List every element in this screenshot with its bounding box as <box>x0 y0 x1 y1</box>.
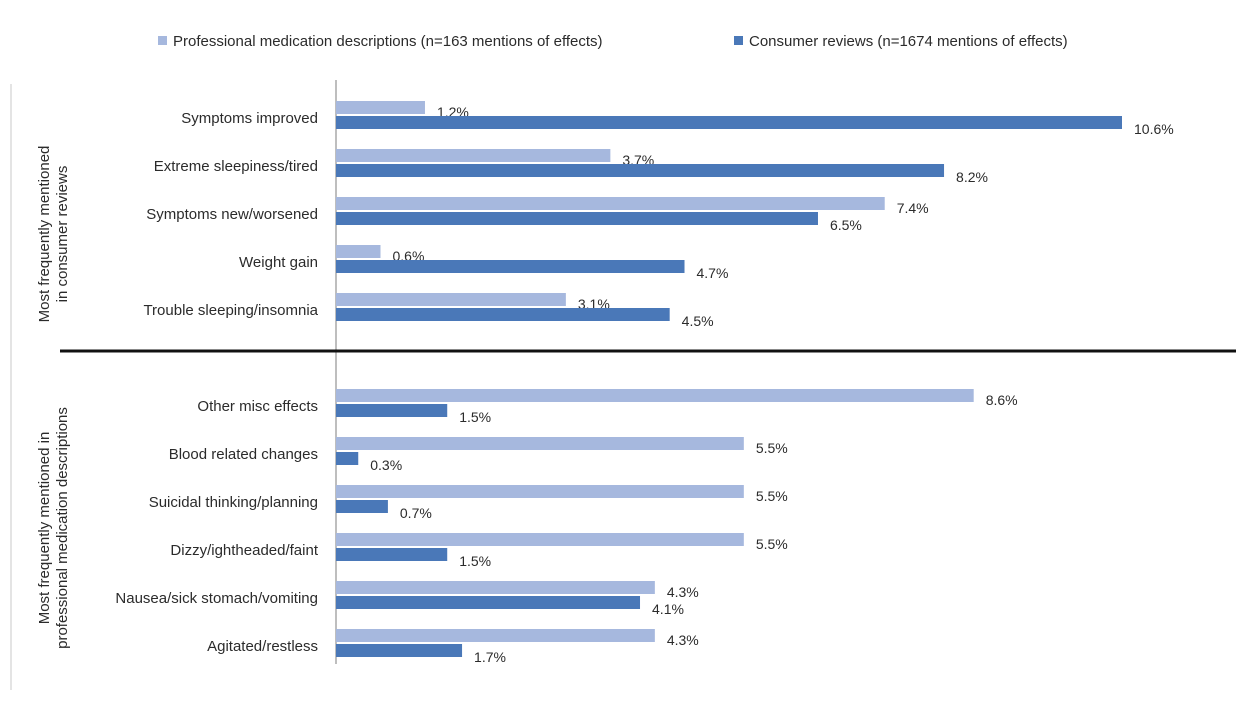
category-label-2-6: Agitated/restless <box>207 638 318 655</box>
category-label-1-3: Symptoms new/worsened <box>146 206 318 223</box>
data-label-1-5-s2: 4.5% <box>682 313 714 329</box>
bar-1-5-s2 <box>336 308 670 321</box>
category-label-2-1: Other misc effects <box>197 398 318 415</box>
bar-2-2-s2 <box>336 452 359 465</box>
bar-1-4-s2 <box>336 260 685 273</box>
data-label-1-4-s2: 4.7% <box>697 265 729 281</box>
data-label-2-5-s2: 4.1% <box>652 601 684 617</box>
bar-1-4-s1 <box>336 245 381 258</box>
data-label-1-3-s1: 7.4% <box>897 200 929 216</box>
bar-2-6-s2 <box>336 644 463 657</box>
legend-swatch-1 <box>158 36 167 45</box>
data-label-2-2-s1: 5.5% <box>756 440 788 456</box>
category-label-1-2: Extreme sleepiness/tired <box>154 158 318 175</box>
category-label-1-1: Symptoms improved <box>181 110 318 127</box>
bar-1-5-s1 <box>336 293 566 306</box>
data-label-2-1-s2: 1.5% <box>459 409 491 425</box>
data-label-2-4-s1: 5.5% <box>756 536 788 552</box>
bar-2-4-s2 <box>336 548 448 561</box>
category-label-1-5: Trouble sleeping/insomnia <box>143 302 318 319</box>
bar-2-5-s1 <box>336 581 655 594</box>
bar-1-1-s2 <box>336 116 1122 129</box>
legend-label-2: Consumer reviews (n=1674 mentions of eff… <box>749 33 1068 50</box>
bar-1-3-s2 <box>336 212 818 225</box>
bar-2-1-s1 <box>336 389 974 402</box>
category-label-2-3: Suicidal thinking/planning <box>149 494 318 511</box>
data-label-2-6-s1: 4.3% <box>667 632 699 648</box>
bar-2-2-s1 <box>336 437 744 450</box>
group-label-1: Most frequently mentionedin consumer rev… <box>36 146 71 323</box>
bar-2-3-s1 <box>336 485 744 498</box>
data-label-2-2-s2: 0.3% <box>370 457 402 473</box>
data-label-2-1-s1: 8.6% <box>986 392 1018 408</box>
bar-2-4-s1 <box>336 533 744 546</box>
group-label-2: Most frequently mentioned inprofessional… <box>36 407 71 649</box>
legend-label-1: Professional medication descriptions (n=… <box>173 33 603 50</box>
bar-1-2-s2 <box>336 164 945 177</box>
category-label-2-4: Dizzy/ightheaded/faint <box>170 542 318 559</box>
legend-swatch-2 <box>734 36 743 45</box>
bar-2-3-s2 <box>336 500 388 513</box>
data-label-1-3-s2: 6.5% <box>830 217 862 233</box>
group-label-2-line-2: professional medication descriptions <box>54 407 71 649</box>
category-label-2-5: Nausea/sick stomach/vomiting <box>115 590 318 607</box>
group-label-1-line-1: Most frequently mentioned <box>36 146 53 323</box>
bar-1-2-s1 <box>336 149 611 162</box>
category-label-1-4: Weight gain <box>239 254 318 271</box>
data-label-1-1-s2: 10.6% <box>1134 121 1174 137</box>
data-label-2-5-s1: 4.3% <box>667 584 699 600</box>
category-label-2-2: Blood related changes <box>169 446 318 463</box>
data-label-1-2-s2: 8.2% <box>956 169 988 185</box>
data-label-2-4-s2: 1.5% <box>459 553 491 569</box>
data-label-2-3-s1: 5.5% <box>756 488 788 504</box>
bar-2-1-s2 <box>336 404 448 417</box>
group-label-1-line-2: in consumer reviews <box>54 166 71 303</box>
data-label-2-6-s2: 1.7% <box>474 649 506 665</box>
data-label-2-3-s2: 0.7% <box>400 505 432 521</box>
group-label-2-line-1: Most frequently mentioned in <box>36 432 53 625</box>
bar-1-3-s1 <box>336 197 885 210</box>
bar-1-1-s1 <box>336 101 425 114</box>
bar-2-5-s2 <box>336 596 641 609</box>
bar-2-6-s1 <box>336 629 655 642</box>
